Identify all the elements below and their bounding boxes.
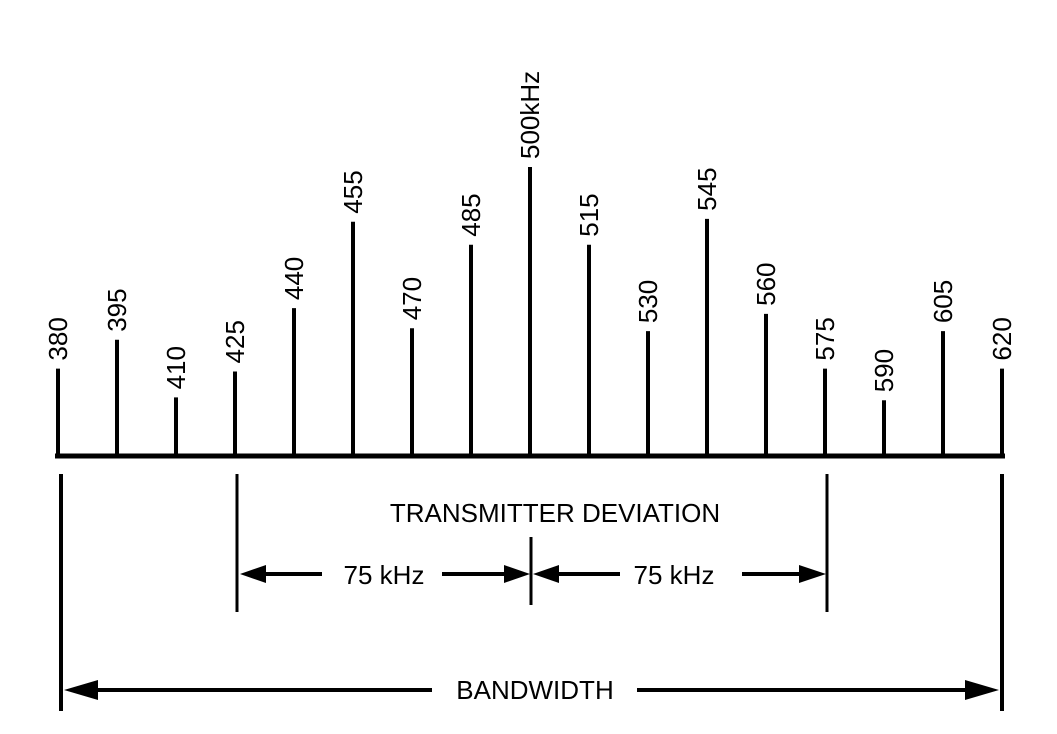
sideband-label-515: 515 xyxy=(574,193,604,236)
transmitter-deviation-label: TRANSMITTER DEVIATION xyxy=(390,498,720,528)
sideband-group: 380 395 410 425 440 455 470 485 500kHz 515 530 545 5… xyxy=(43,71,1017,455)
sideband-label-620: 620 xyxy=(987,317,1017,360)
sideband-label-530: 530 xyxy=(633,280,663,323)
right-deviation-arrowhead-left xyxy=(533,565,559,583)
sideband-label-380: 380 xyxy=(43,317,73,360)
sideband-label-590: 590 xyxy=(869,349,899,392)
arrowheads xyxy=(64,565,999,700)
diagram-lines xyxy=(55,453,1005,711)
sideband-label-455: 455 xyxy=(338,170,368,213)
sideband-label-500khz: 500kHz xyxy=(515,71,545,159)
sideband-label-605: 605 xyxy=(928,280,958,323)
right-deviation-label: 75 kHz xyxy=(634,560,715,590)
left-deviation-arrowhead-left xyxy=(240,565,266,583)
sideband-label-545: 545 xyxy=(692,167,722,210)
sideband-label-575: 575 xyxy=(810,317,840,360)
sideband-label-395: 395 xyxy=(102,288,132,331)
bandwidth-arrowhead-left xyxy=(64,680,98,700)
sideband-label-560: 560 xyxy=(751,262,781,305)
bandwidth-label: BANDWIDTH xyxy=(456,675,613,705)
sideband-label-425: 425 xyxy=(220,320,250,363)
sideband-label-410: 410 xyxy=(161,346,191,389)
sideband-label-470: 470 xyxy=(397,277,427,320)
sideband-label-440: 440 xyxy=(279,257,309,300)
sideband-label-485: 485 xyxy=(456,193,486,236)
right-deviation-arrowhead-right xyxy=(799,565,826,583)
left-deviation-label: 75 kHz xyxy=(344,560,425,590)
bandwidth-arrowhead-right xyxy=(965,680,999,700)
left-deviation-arrowhead-right xyxy=(504,565,530,583)
